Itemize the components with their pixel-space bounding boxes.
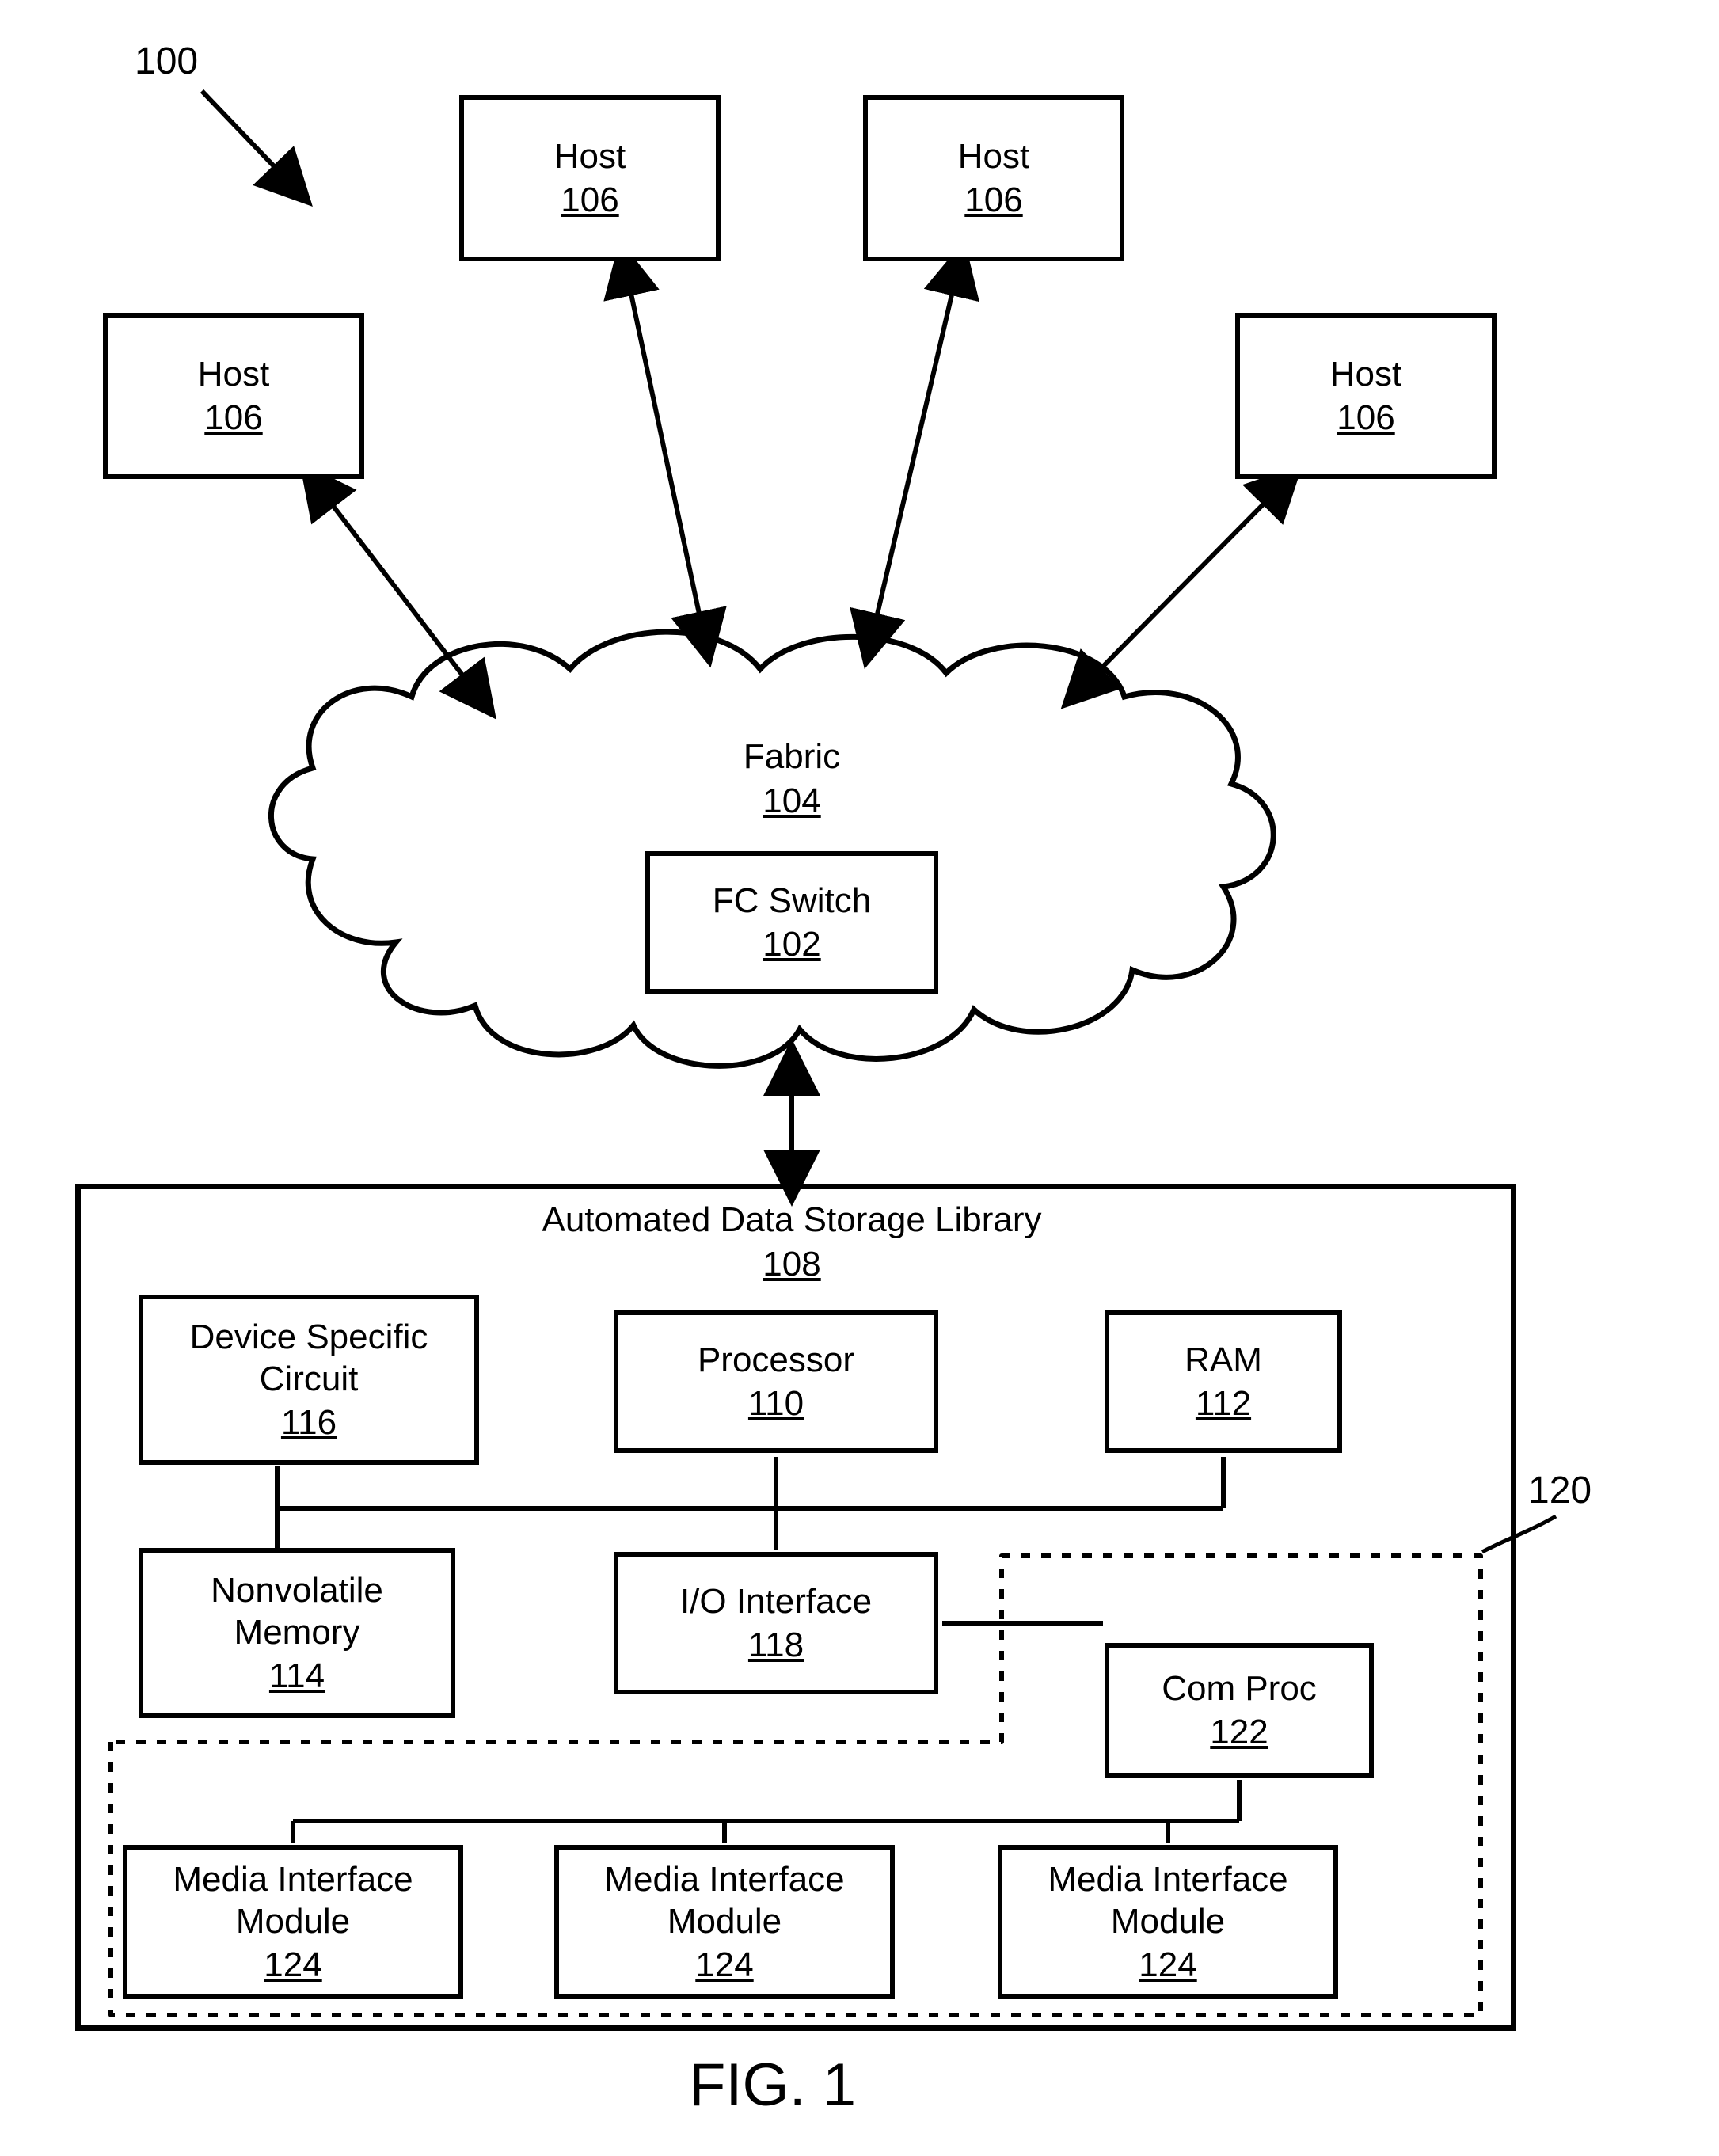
processor: Processor 110 [614, 1310, 938, 1453]
mim2-num: 124 [695, 1945, 753, 1985]
mim1-num: 124 [264, 1945, 321, 1985]
processor-num: 110 [748, 1384, 804, 1424]
fabric-num: 104 [763, 781, 820, 821]
mim2-label: Media Interface Module [604, 1859, 844, 1943]
dsc-label: Device Specific Circuit [190, 1317, 428, 1401]
media-interface-module-2: Media Interface Module 124 [554, 1845, 895, 1999]
nvm-label: Nonvolatile Memory [211, 1570, 383, 1654]
fabric-label: Fabric [744, 736, 840, 778]
host-3-num: 106 [964, 181, 1022, 220]
processor-label: Processor [698, 1340, 854, 1382]
host-1: Host 106 [103, 313, 364, 479]
library-num: 108 [763, 1245, 820, 1284]
fabric-title: Fabric 104 [673, 736, 911, 821]
host-2-label: Host [554, 136, 626, 178]
com-proc-num: 122 [1210, 1713, 1268, 1752]
ref-100: 100 [135, 40, 198, 83]
io-interface: I/O Interface 118 [614, 1552, 938, 1694]
host-3: Host 106 [863, 95, 1124, 261]
com-proc: Com Proc 122 [1105, 1643, 1374, 1778]
ram: RAM 112 [1105, 1310, 1342, 1453]
library-title: Automated Data Storage Library 108 [475, 1200, 1109, 1284]
figure-caption: FIG. 1 [689, 2051, 856, 2120]
host-4: Host 106 [1235, 313, 1497, 479]
fc-switch-num: 102 [763, 925, 820, 964]
host-2-num: 106 [561, 181, 618, 220]
mim3-label: Media Interface Module [1048, 1859, 1287, 1943]
ref-120: 120 [1528, 1469, 1592, 1512]
media-interface-module-3: Media Interface Module 124 [998, 1845, 1338, 1999]
host-4-num: 106 [1337, 398, 1394, 438]
host-1-num: 106 [204, 398, 262, 438]
dsc-num: 116 [281, 1403, 337, 1443]
ram-label: RAM [1185, 1340, 1262, 1382]
nonvolatile-memory: Nonvolatile Memory 114 [139, 1548, 455, 1718]
io-num: 118 [748, 1626, 804, 1665]
device-specific-circuit: Device Specific Circuit 116 [139, 1295, 479, 1465]
host-4-label: Host [1330, 354, 1401, 396]
library-label: Automated Data Storage Library [542, 1200, 1041, 1242]
fabric-cloud [271, 632, 1273, 1066]
fc-switch: FC Switch 102 [645, 851, 938, 994]
host-2: Host 106 [459, 95, 721, 261]
ram-num: 112 [1196, 1384, 1251, 1424]
com-proc-label: Com Proc [1162, 1668, 1317, 1710]
fc-switch-label: FC Switch [713, 880, 871, 922]
host-1-label: Host [198, 354, 269, 396]
io-label: I/O Interface [680, 1581, 872, 1623]
host-3-label: Host [958, 136, 1029, 178]
mim1-label: Media Interface Module [173, 1859, 413, 1943]
nvm-num: 114 [269, 1656, 325, 1696]
mim3-num: 124 [1139, 1945, 1196, 1985]
media-interface-module-1: Media Interface Module 124 [123, 1845, 463, 1999]
